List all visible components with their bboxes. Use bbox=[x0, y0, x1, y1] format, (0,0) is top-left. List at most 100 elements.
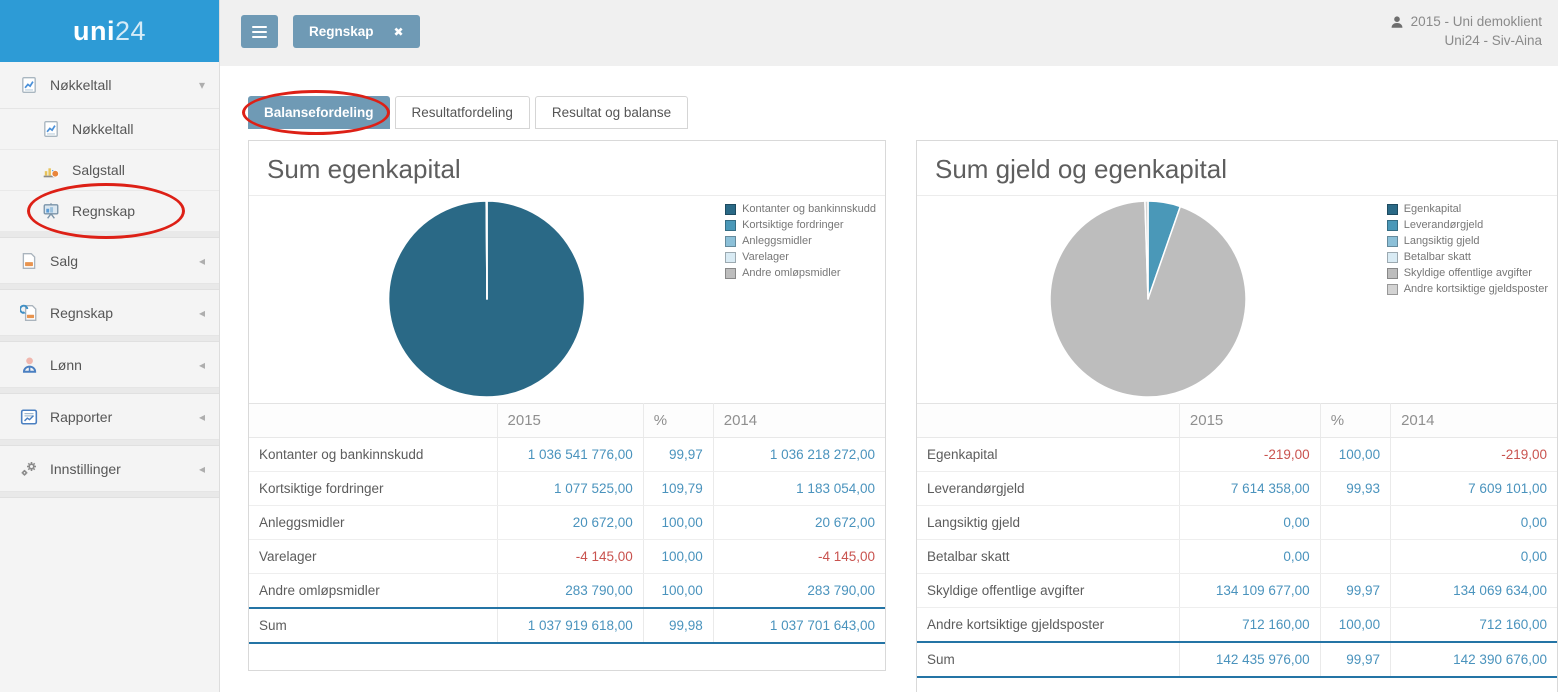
sidebar-item-innstillinger[interactable]: Innstillinger ◂ bbox=[0, 446, 219, 492]
sidebar-item-label: Lønn bbox=[50, 357, 82, 373]
value-pct: 100,00 bbox=[1320, 608, 1390, 643]
column-header bbox=[249, 404, 497, 438]
legend-label: Skyldige offentlige avgifter bbox=[1404, 267, 1532, 279]
open-tab-chip[interactable]: Regnskap ✖ bbox=[293, 15, 420, 48]
legend-swatch bbox=[725, 204, 736, 215]
row-label: Anleggsmidler bbox=[249, 506, 497, 540]
value-2014: 1 183 054,00 bbox=[713, 472, 885, 506]
table-row: Andre omløpsmidler 283 790,00 100,00 283… bbox=[249, 574, 885, 609]
table-row: Langsiktig gjeld 0,00 0,00 bbox=[917, 506, 1557, 540]
pie-chart-egenkapital bbox=[387, 199, 587, 399]
tab-resultat-og-balanse[interactable]: Resultat og balanse bbox=[535, 96, 688, 129]
legend-item: Kontanter og bankinnskudd bbox=[725, 203, 876, 215]
column-header bbox=[917, 404, 1179, 438]
value-pct: 99,93 bbox=[1320, 472, 1390, 506]
sidebar-item-rapporter[interactable]: Rapporter ◂ bbox=[0, 394, 219, 440]
sidebar-item-salg[interactable]: Salg ◂ bbox=[0, 238, 219, 284]
gears-icon bbox=[20, 460, 38, 478]
column-header-2015: 2015 bbox=[497, 404, 643, 438]
open-tab-label: Regnskap bbox=[309, 24, 374, 39]
sidebar-item-regnskap[interactable]: Regnskap ◂ bbox=[0, 290, 219, 336]
chart-area: Kontanter og bankinnskudd Kortsiktige fo… bbox=[249, 196, 885, 403]
value-2015: 0,00 bbox=[1179, 540, 1320, 574]
table-row: Kortsiktige fordringer 1 077 525,00 109,… bbox=[249, 472, 885, 506]
user-client: 2015 - Uni demoklient bbox=[1411, 12, 1542, 31]
user-icon bbox=[1390, 15, 1404, 29]
chart-document-icon bbox=[20, 76, 38, 94]
panel-sum-egenkapital: Sum egenkapital Kontanter og bankinnskud… bbox=[248, 140, 886, 671]
row-label: Andre kortsiktige gjeldsposter bbox=[917, 608, 1179, 643]
table-row: Skyldige offentlige avgifter 134 109 677… bbox=[917, 574, 1557, 608]
presentation-icon bbox=[42, 202, 60, 220]
table-row: Varelager -4 145,00 100,00 -4 145,00 bbox=[249, 540, 885, 574]
table-row: Anleggsmidler 20 672,00 100,00 20 672,00 bbox=[249, 506, 885, 540]
legend-swatch bbox=[1387, 284, 1398, 295]
legend-item: Anleggsmidler bbox=[725, 235, 876, 247]
sidebar-item-label: Salgstall bbox=[72, 162, 125, 178]
sum-2015: 142 435 976,00 bbox=[1179, 642, 1320, 677]
sum-row: Sum 142 435 976,00 99,97 142 390 676,00 bbox=[917, 642, 1557, 677]
sidebar-item-label: Innstillinger bbox=[50, 461, 121, 477]
legend-item: Kortsiktige fordringer bbox=[725, 219, 876, 231]
table-row: Kontanter og bankinnskudd 1 036 541 776,… bbox=[249, 438, 885, 472]
value-2015: -219,00 bbox=[1179, 438, 1320, 472]
legend-item: Leverandørgjeld bbox=[1387, 219, 1548, 231]
accounting-document-icon bbox=[20, 304, 38, 322]
sidebar-item-nokkeltall[interactable]: Nøkkeltall bbox=[0, 109, 219, 150]
value-2014: 20 672,00 bbox=[713, 506, 885, 540]
user-name: Uni24 - Siv-Aina bbox=[1390, 31, 1542, 50]
value-2014: 7 609 101,00 bbox=[1391, 472, 1557, 506]
legend-label: Varelager bbox=[742, 251, 789, 263]
sidebar-header: uni24 bbox=[0, 0, 219, 62]
panel-sum-gjeld-og-egenkapital: Sum gjeld og egenkapital Egenkapital Lev… bbox=[916, 140, 1558, 692]
tab-balansefordeling[interactable]: Balansefordeling bbox=[248, 96, 390, 129]
sales-document-icon bbox=[20, 252, 38, 270]
value-2015: 283 790,00 bbox=[497, 574, 643, 609]
row-label: Langsiktig gjeld bbox=[917, 506, 1179, 540]
legend-label: Langsiktig gjeld bbox=[1404, 235, 1480, 247]
table-row: Andre kortsiktige gjeldsposter 712 160,0… bbox=[917, 608, 1557, 643]
chevron-left-icon: ◂ bbox=[199, 462, 205, 476]
empty-row bbox=[917, 678, 1557, 692]
sidebar-item-label: Rapporter bbox=[50, 409, 112, 425]
value-pct: 99,97 bbox=[643, 438, 713, 472]
value-2015: 0,00 bbox=[1179, 506, 1320, 540]
legend-swatch bbox=[725, 236, 736, 247]
table-row: Betalbar skatt 0,00 0,00 bbox=[917, 540, 1557, 574]
sum-2014: 1 037 701 643,00 bbox=[713, 608, 885, 643]
sidebar-item-label: Regnskap bbox=[72, 203, 135, 219]
sidebar-item-regnskap-sub[interactable]: Regnskap bbox=[0, 191, 219, 232]
sidebar-item-lonn[interactable]: Lønn ◂ bbox=[0, 342, 219, 388]
legend-label: Egenkapital bbox=[1404, 203, 1462, 215]
column-header-2014: 2014 bbox=[1391, 404, 1557, 438]
row-label: Kontanter og bankinnskudd bbox=[249, 438, 497, 472]
sales-chart-icon bbox=[42, 161, 60, 179]
value-pct: 109,79 bbox=[643, 472, 713, 506]
close-icon[interactable]: ✖ bbox=[394, 25, 404, 39]
sidebar-item-salgstall[interactable]: Salgstall bbox=[0, 150, 219, 191]
value-pct bbox=[1320, 540, 1390, 574]
logo-bold: uni bbox=[73, 16, 115, 46]
column-header-pct: % bbox=[643, 404, 713, 438]
legend-swatch bbox=[1387, 252, 1398, 263]
table-row: Leverandørgjeld 7 614 358,00 99,93 7 609… bbox=[917, 472, 1557, 506]
tab-resultatfordeling[interactable]: Resultatfordeling bbox=[395, 96, 530, 129]
value-2014: -219,00 bbox=[1391, 438, 1557, 472]
value-pct: 100,00 bbox=[643, 506, 713, 540]
legend-swatch bbox=[1387, 204, 1398, 215]
topbar: Regnskap ✖ 2015 - Uni demoklient Uni24 -… bbox=[220, 0, 1558, 66]
menu-toggle-button[interactable] bbox=[241, 15, 278, 48]
value-2014: 712 160,00 bbox=[1391, 608, 1557, 643]
legend-item: Andre kortsiktige gjeldsposter bbox=[1387, 283, 1548, 295]
person-icon bbox=[20, 356, 38, 374]
value-pct bbox=[1320, 506, 1390, 540]
value-pct: 100,00 bbox=[643, 540, 713, 574]
value-2015: 134 109 677,00 bbox=[1179, 574, 1320, 608]
legend-swatch bbox=[1387, 236, 1398, 247]
empty-row bbox=[249, 644, 885, 670]
chevron-left-icon: ◂ bbox=[199, 410, 205, 424]
value-pct: 99,97 bbox=[1320, 574, 1390, 608]
value-2014: 283 790,00 bbox=[713, 574, 885, 609]
row-label: Varelager bbox=[249, 540, 497, 574]
sidebar-item-nokkeltall-group[interactable]: Nøkkeltall ▾ bbox=[0, 62, 219, 109]
